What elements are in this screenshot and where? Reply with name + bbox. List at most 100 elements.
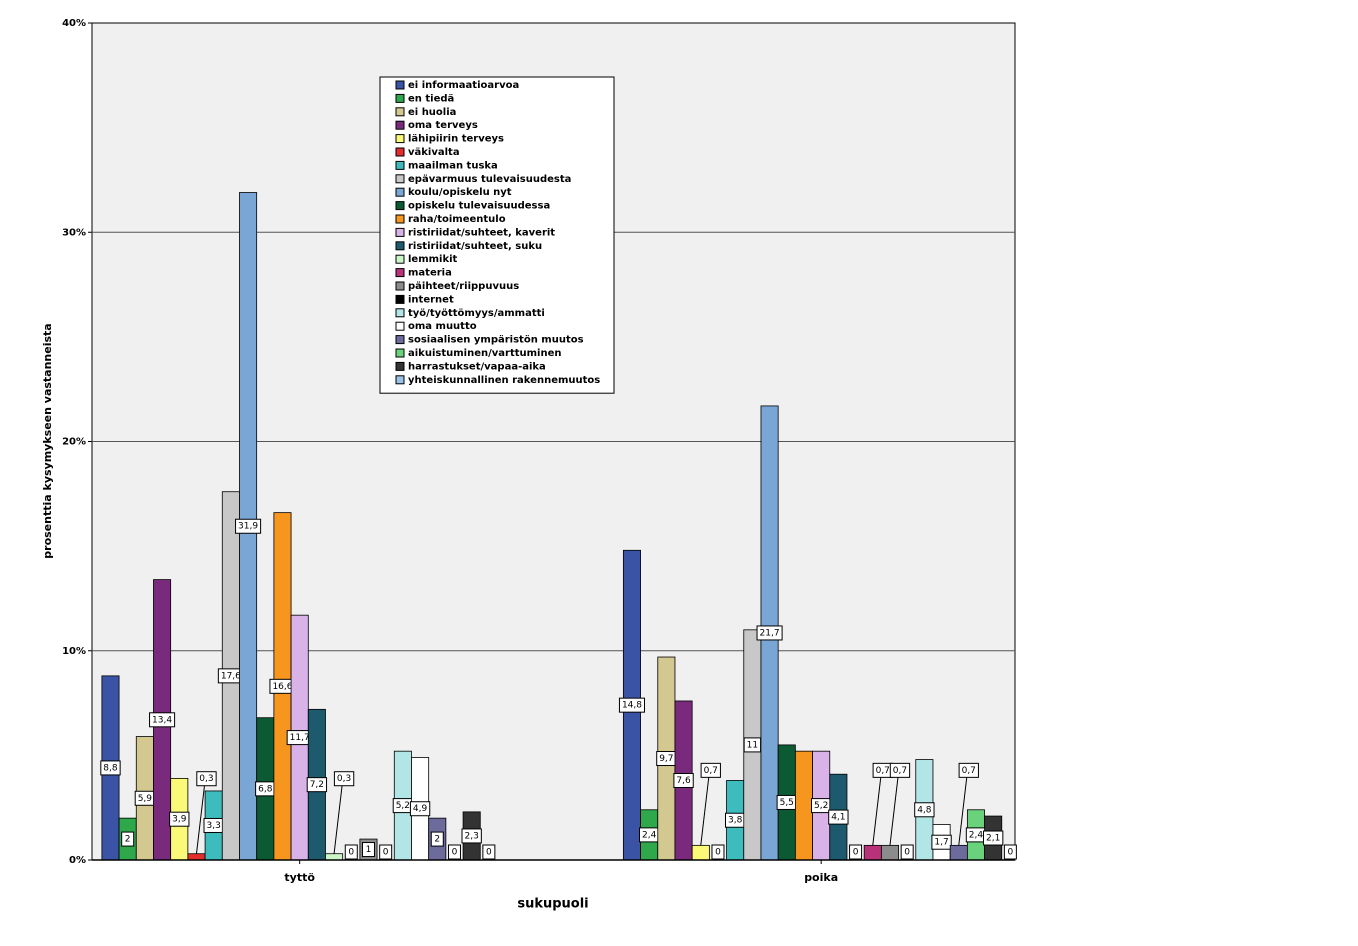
value-label: 0 bbox=[452, 848, 458, 858]
value-label-box bbox=[379, 844, 393, 860]
value-label: 13,4 bbox=[152, 715, 172, 725]
label-leader bbox=[333, 785, 343, 854]
value-label: 0 bbox=[715, 848, 721, 858]
value-label: 1 bbox=[366, 845, 372, 855]
value-label: 2,1 bbox=[986, 834, 1000, 844]
value-label-box bbox=[235, 518, 262, 534]
legend-swatch bbox=[395, 187, 405, 197]
value-label-box bbox=[931, 834, 952, 850]
y-tick-label: 30% bbox=[62, 227, 86, 238]
value-label-box bbox=[333, 771, 355, 787]
value-label: 3,8 bbox=[728, 816, 743, 826]
value-label: 0,7 bbox=[876, 766, 890, 776]
value-label-box bbox=[344, 844, 358, 860]
value-label: 31,9 bbox=[238, 522, 258, 532]
bar bbox=[949, 844, 968, 861]
value-label: 21,7 bbox=[760, 628, 780, 638]
legend-swatch bbox=[395, 294, 405, 304]
value-label: 0 bbox=[853, 848, 859, 858]
label-leader bbox=[889, 777, 899, 846]
legend-swatch bbox=[395, 308, 405, 318]
value-label: 5,2 bbox=[814, 801, 828, 811]
value-label-box bbox=[914, 802, 935, 818]
legend-label: materia bbox=[408, 268, 452, 279]
legend-label: internet bbox=[408, 294, 454, 305]
value-label: 3,9 bbox=[172, 815, 187, 825]
bar bbox=[863, 844, 882, 861]
value-label-box bbox=[149, 712, 176, 728]
legend-label: koulu/opiskelu nyt bbox=[408, 187, 512, 198]
legend-swatch bbox=[395, 147, 405, 157]
value-label-box bbox=[889, 762, 911, 778]
value-label: 5,9 bbox=[138, 794, 153, 804]
value-label-box bbox=[482, 844, 496, 860]
value-label-box bbox=[1003, 844, 1017, 860]
value-label-box bbox=[958, 762, 979, 778]
value-label-box bbox=[711, 844, 725, 860]
legend-label: lähipiirin terveys bbox=[408, 134, 504, 145]
value-label: 0 bbox=[486, 848, 492, 858]
value-label-box bbox=[430, 831, 444, 847]
y-tick-label: 20% bbox=[62, 437, 86, 448]
value-label: 0,7 bbox=[704, 766, 718, 776]
legend-label: aikuistuminen/varttuminen bbox=[408, 348, 562, 359]
legend-swatch bbox=[395, 321, 405, 331]
value-label-box bbox=[196, 771, 217, 787]
value-label: 16,6 bbox=[272, 682, 292, 692]
legend-label: epävarmuus tulevaisuudesta bbox=[408, 174, 571, 185]
value-label-box bbox=[673, 772, 694, 788]
value-label-box bbox=[756, 625, 783, 641]
value-label: 2,4 bbox=[969, 830, 984, 840]
value-label: 3,3 bbox=[207, 821, 221, 831]
bar bbox=[794, 750, 813, 861]
label-leader bbox=[700, 777, 710, 846]
value-label-box bbox=[306, 777, 328, 793]
value-label-box bbox=[100, 760, 121, 776]
legend-swatch bbox=[395, 107, 405, 117]
value-label: 7,6 bbox=[676, 776, 691, 786]
value-label: 17,6 bbox=[221, 671, 241, 681]
value-label-box bbox=[828, 809, 849, 825]
legend-swatch bbox=[395, 227, 405, 237]
value-label: 0,3 bbox=[199, 774, 213, 784]
value-label: 11,7 bbox=[290, 733, 310, 743]
legend-swatch bbox=[395, 201, 405, 211]
value-label: 0 bbox=[1008, 848, 1014, 858]
legend-swatch bbox=[395, 361, 405, 371]
value-label: 14,8 bbox=[622, 701, 642, 711]
value-label-box bbox=[849, 844, 863, 860]
value-label: 5,5 bbox=[780, 798, 794, 808]
legend-label: maailman tuska bbox=[408, 160, 498, 171]
value-label: 9,7 bbox=[659, 754, 673, 764]
legend-swatch bbox=[395, 268, 405, 278]
x-tick-label: poika bbox=[804, 871, 838, 884]
value-label: 2 bbox=[125, 835, 131, 845]
value-label: 0,7 bbox=[893, 766, 907, 776]
value-label-box bbox=[983, 830, 1004, 846]
legend-swatch bbox=[395, 174, 405, 184]
legend-swatch bbox=[395, 93, 405, 103]
legend-label: oma muutto bbox=[408, 321, 477, 332]
value-label: 0 bbox=[904, 848, 910, 858]
label-leader bbox=[195, 785, 205, 854]
value-label: 2 bbox=[434, 835, 440, 845]
bar bbox=[880, 844, 899, 861]
legend-label: ristiriidat/suhteet, suku bbox=[408, 241, 542, 252]
y-axis-label: prosenttia kysymykseen vastanneista bbox=[41, 323, 54, 558]
bar bbox=[187, 853, 206, 861]
value-label-box bbox=[409, 801, 431, 817]
legend-label: ristiriidat/suhteet, kaverit bbox=[408, 227, 555, 238]
value-label-box bbox=[900, 844, 914, 860]
y-tick-label: 10% bbox=[62, 646, 86, 657]
legend-swatch bbox=[395, 335, 405, 345]
value-label-box bbox=[121, 831, 135, 847]
x-axis-label: sukupuoli bbox=[517, 897, 588, 912]
value-label: 5,2 bbox=[396, 801, 410, 811]
legend-label: sosiaalisen ympäristön muutos bbox=[408, 335, 584, 346]
legend-swatch bbox=[395, 160, 405, 170]
value-label: 0 bbox=[348, 848, 354, 858]
legend-box bbox=[379, 76, 615, 394]
value-label-box bbox=[461, 828, 482, 844]
label-leader bbox=[958, 777, 968, 846]
